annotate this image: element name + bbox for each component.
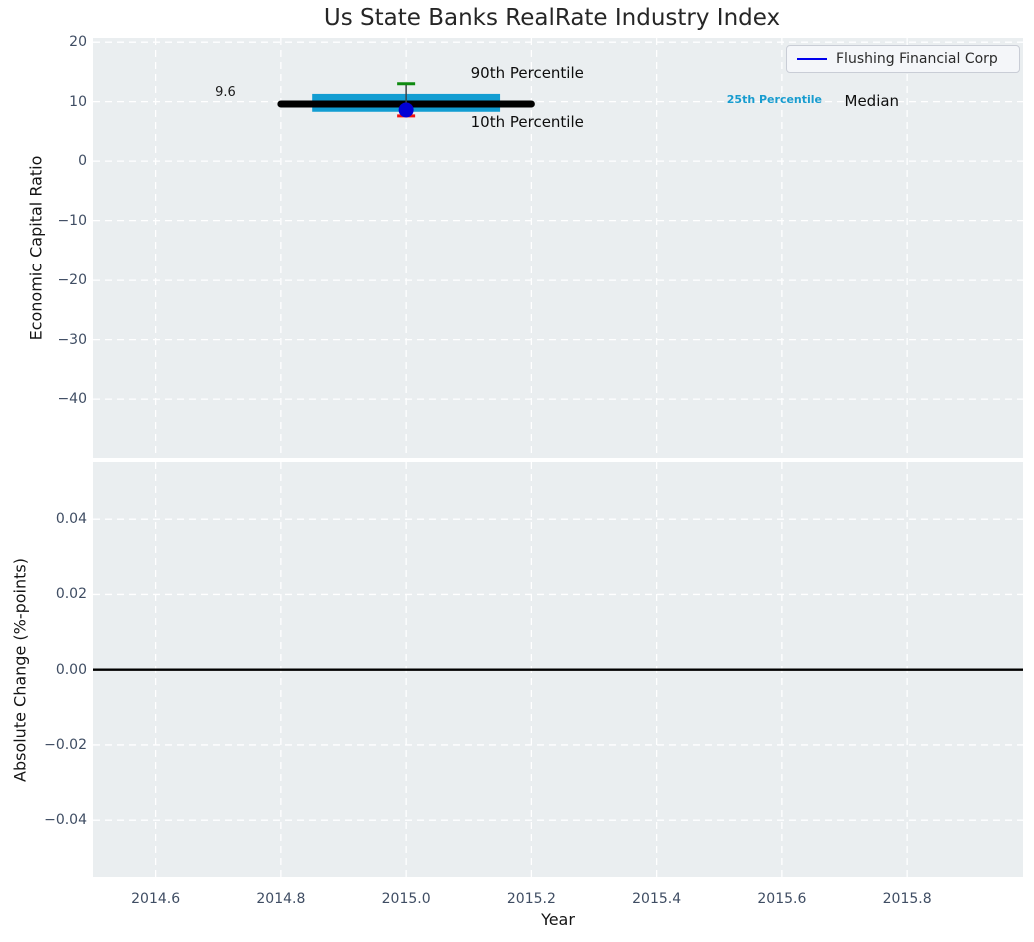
top-plot-area (93, 38, 1023, 458)
y-tick-label: −0.04 (44, 812, 87, 829)
legend-label: Flushing Financial Corp (836, 51, 998, 67)
y-tick-label: 0.02 (55, 586, 87, 603)
label-median: Median (844, 91, 900, 110)
y-tick-label: 0 (78, 153, 87, 170)
label-90th-percentile: 90th Percentile (470, 63, 584, 82)
x-tick-label: 2015.2 (506, 891, 556, 907)
x-tick-label: 2015.6 (757, 891, 807, 907)
y-tick-label: −20 (57, 272, 87, 289)
company-point (398, 102, 414, 118)
y-tick-label: −0.02 (44, 736, 87, 753)
x-tick-label: 2014.8 (256, 891, 306, 907)
label-10th-percentile: 10th Percentile (470, 113, 584, 132)
y-tick-label: 0.04 (55, 511, 87, 528)
x-tick-label: 2015.4 (632, 891, 682, 907)
y-tick-label: −30 (57, 331, 87, 348)
x-tick-label: 2015.0 (381, 891, 431, 907)
legend-line-sample (797, 58, 827, 60)
top-y-axis-label: Economic Capital Ratio (26, 155, 46, 341)
chart-title: Us State Banks RealRate Industry Index (323, 5, 781, 31)
x-axis-label: Year (541, 910, 575, 929)
x-tick-label: 2014.6 (131, 891, 181, 907)
median-value-label: 9.6 (215, 85, 236, 101)
y-tick-label: 10 (69, 93, 87, 110)
bottom-plot-area (93, 462, 1023, 877)
y-tick-label: −40 (57, 391, 87, 408)
y-tick-label: −10 (57, 212, 87, 229)
y-tick-label: 0.00 (55, 661, 87, 678)
y-tick-label: 20 (69, 34, 87, 51)
label-25th-percentile: 25th Percentile (726, 92, 823, 106)
x-tick-label: 2015.8 (882, 891, 932, 907)
legend: Flushing Financial Corp (786, 45, 1020, 73)
